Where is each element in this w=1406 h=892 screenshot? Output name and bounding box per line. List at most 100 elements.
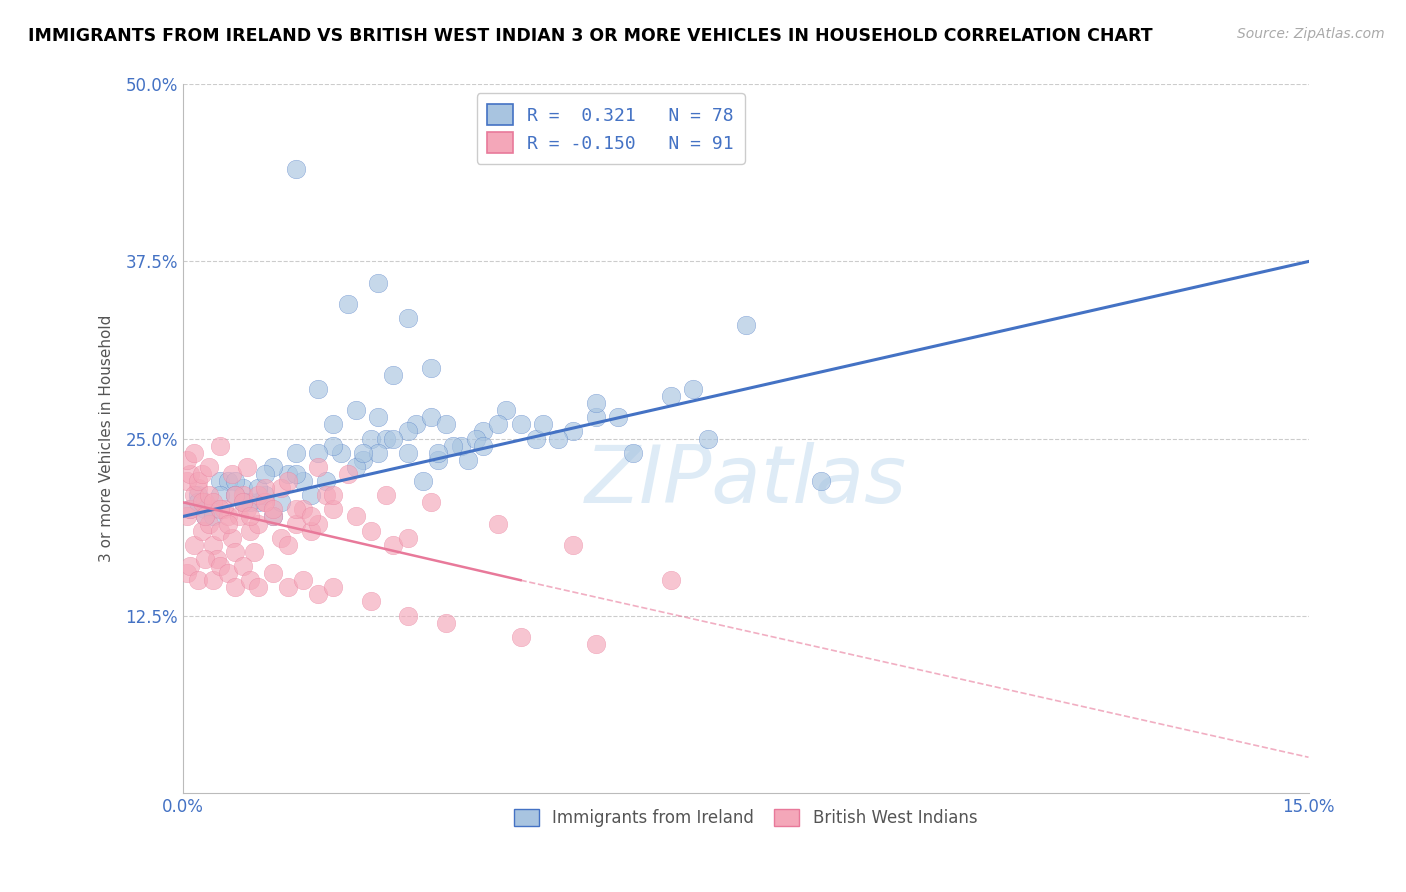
Point [382, 432, 405, 446]
Point [217, 516, 239, 531]
Point [315, 474, 337, 488]
Point [352, 446, 374, 460]
Point [360, 594, 382, 608]
Point [194, 509, 217, 524]
Legend: Immigrants from Ireland, British West Indians: Immigrants from Ireland, British West In… [508, 803, 984, 834]
Point [224, 580, 246, 594]
Point [486, 516, 509, 531]
Point [495, 403, 517, 417]
Point [262, 459, 284, 474]
Point [299, 509, 322, 524]
Point [329, 446, 352, 460]
Point [464, 432, 486, 446]
Point [198, 488, 221, 502]
Point [246, 495, 269, 509]
Point [547, 432, 569, 446]
Point [585, 396, 607, 410]
Point [176, 566, 198, 580]
Point [307, 382, 329, 396]
Point [585, 637, 607, 651]
Point [239, 524, 262, 538]
Point [307, 446, 329, 460]
Point [221, 467, 243, 481]
Point [262, 509, 284, 524]
Point [531, 417, 554, 432]
Point [262, 566, 284, 580]
Point [179, 559, 201, 574]
Point [810, 474, 832, 488]
Point [198, 459, 221, 474]
Point [396, 608, 419, 623]
Point [284, 516, 307, 531]
Point [224, 488, 246, 502]
Point [246, 580, 269, 594]
Point [190, 495, 212, 509]
Point [307, 459, 329, 474]
Point [246, 516, 269, 531]
Point [509, 417, 531, 432]
Point [292, 474, 315, 488]
Point [183, 446, 205, 460]
Point [176, 452, 198, 467]
Point [396, 446, 419, 460]
Point [232, 488, 254, 502]
Point [254, 495, 277, 509]
Point [224, 474, 246, 488]
Point [187, 495, 209, 509]
Point [607, 410, 630, 425]
Point [441, 439, 464, 453]
Point [217, 566, 239, 580]
Point [183, 488, 205, 502]
Point [194, 552, 217, 566]
Point [254, 481, 277, 495]
Point [262, 502, 284, 516]
Point [201, 509, 224, 524]
Point [562, 538, 585, 552]
Point [228, 509, 250, 524]
Point [337, 297, 360, 311]
Point [217, 509, 239, 524]
Point [659, 389, 682, 403]
Point [198, 516, 221, 531]
Point [292, 573, 315, 587]
Point [427, 446, 450, 460]
Point [284, 446, 307, 460]
Point [179, 502, 201, 516]
Point [585, 410, 607, 425]
Point [284, 467, 307, 481]
Point [187, 573, 209, 587]
Point [344, 459, 367, 474]
Point [344, 403, 367, 417]
Point [299, 524, 322, 538]
Point [277, 538, 299, 552]
Point [254, 467, 277, 481]
Point [434, 615, 457, 630]
Point [405, 417, 427, 432]
Point [509, 630, 531, 644]
Point [427, 452, 450, 467]
Point [212, 502, 235, 516]
Point [734, 318, 756, 333]
Point [183, 538, 205, 552]
Point [367, 446, 389, 460]
Point [187, 474, 209, 488]
Point [194, 495, 217, 509]
Point [217, 474, 239, 488]
Point [307, 516, 329, 531]
Point [682, 382, 704, 396]
Point [190, 524, 212, 538]
Point [209, 524, 232, 538]
Point [396, 311, 419, 326]
Point [457, 452, 479, 467]
Point [697, 432, 720, 446]
Point [299, 488, 322, 502]
Point [224, 545, 246, 559]
Point [382, 368, 405, 382]
Point [254, 488, 277, 502]
Point [277, 580, 299, 594]
Point [239, 573, 262, 587]
Point [176, 509, 198, 524]
Point [284, 162, 307, 177]
Point [472, 425, 495, 439]
Text: IMMIGRANTS FROM IRELAND VS BRITISH WEST INDIAN 3 OR MORE VEHICLES IN HOUSEHOLD C: IMMIGRANTS FROM IRELAND VS BRITISH WEST … [28, 27, 1153, 45]
